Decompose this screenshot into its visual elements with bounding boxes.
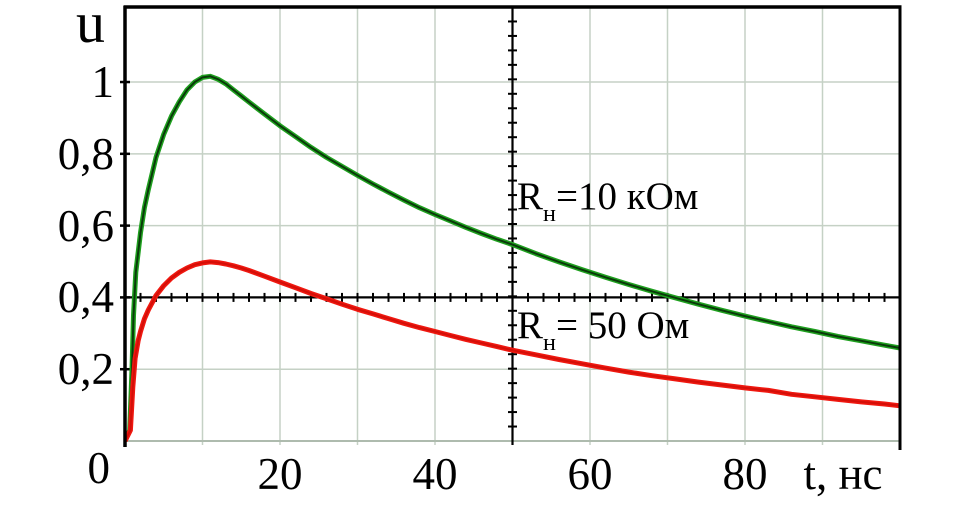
- x-axis-title: t, нс: [803, 449, 883, 499]
- curve-10kohm: [124, 73, 901, 442]
- annotation-series-10kohm: Rн=10 кОм: [517, 175, 699, 226]
- annotation-series-50ohm: Rн= 50 Ом: [517, 304, 690, 355]
- y-tick-label-1: 1: [91, 57, 115, 107]
- annotation-prefix: R: [517, 175, 544, 218]
- annotation-prefix: R: [517, 304, 544, 347]
- curve-50ohm: [124, 259, 901, 442]
- annotation-rest: = 50 Ом: [555, 304, 690, 347]
- annotation-subscript: н: [543, 199, 556, 227]
- x-tick-label-40: 40: [412, 449, 458, 499]
- annotation-subscript: н: [543, 328, 556, 356]
- y-tick-label-0-6: 0,6: [57, 201, 114, 251]
- y-tick-label-0-2: 0,2: [57, 344, 114, 394]
- y-tick-label-0-8: 0,8: [57, 129, 114, 179]
- x-tick-label-80: 80: [722, 449, 768, 499]
- y-tick-label-0-4: 0,4: [57, 272, 114, 322]
- y-axis-title: u: [76, 0, 105, 55]
- x-tick-label-60: 60: [567, 449, 613, 499]
- origin-tick-label: 0: [87, 443, 111, 493]
- x-tick-label-20: 20: [257, 449, 303, 499]
- annotation-rest: =10 кОм: [555, 175, 699, 218]
